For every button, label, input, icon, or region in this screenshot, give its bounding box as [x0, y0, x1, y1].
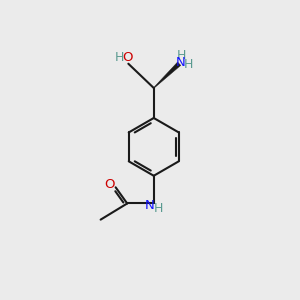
Text: O: O: [122, 51, 132, 64]
Text: H: H: [176, 49, 186, 62]
Polygon shape: [154, 62, 181, 88]
Text: N: N: [176, 56, 186, 69]
Text: O: O: [104, 178, 114, 191]
Text: H: H: [154, 202, 164, 214]
Text: N: N: [145, 199, 154, 212]
Text: H: H: [184, 58, 194, 71]
Text: H: H: [115, 51, 124, 64]
